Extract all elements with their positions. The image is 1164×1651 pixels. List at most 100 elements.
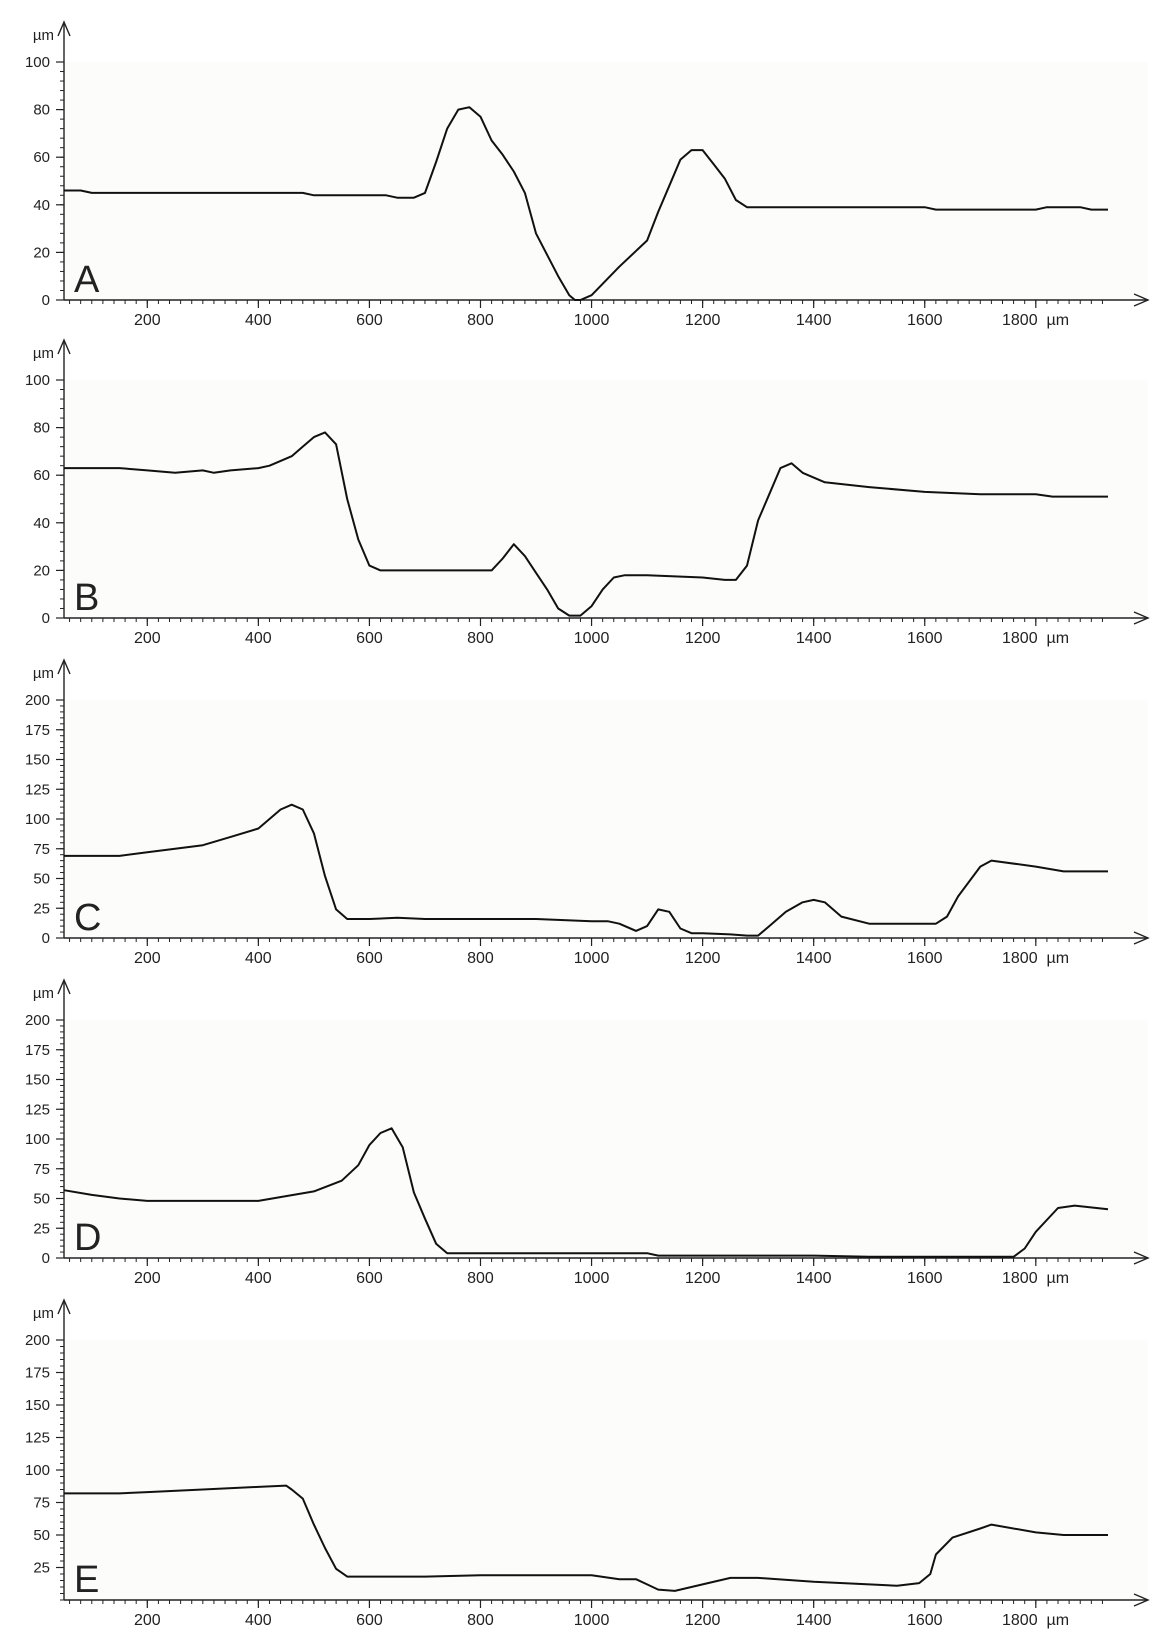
x-tick-label: 1800	[1002, 630, 1038, 647]
y-tick-label: 175	[25, 1042, 50, 1059]
y-tick-label: 40	[33, 197, 50, 214]
y-tick-label: 125	[25, 1430, 50, 1447]
y-axis-arrow-icon	[57, 20, 71, 37]
x-tick-label: 1200	[685, 312, 721, 329]
y-tick-label: 25	[33, 1560, 50, 1577]
x-unit-label: µm	[1047, 312, 1070, 329]
x-tick-label: 1800	[1002, 950, 1038, 967]
y-tick-label: 0	[42, 930, 50, 947]
x-unit-label: µm	[1047, 950, 1070, 967]
x-tick-label: 600	[356, 312, 383, 329]
y-axis-arrow-icon	[57, 658, 71, 675]
x-tick-label: 200	[134, 1612, 161, 1629]
x-tick-label: 400	[245, 950, 272, 967]
profile-line-d	[63, 1127, 1109, 1258]
panel-label: E	[74, 1559, 99, 1601]
y-tick-label: 125	[25, 1101, 50, 1118]
profile-line-c	[64, 803, 1108, 937]
x-tick-label: 1800	[1002, 312, 1038, 329]
x-axis-arrow-icon	[1133, 1593, 1150, 1607]
y-tick-label: 25	[33, 1220, 50, 1237]
x-tick-label: 400	[245, 1270, 272, 1287]
y-tick-label: 60	[33, 149, 50, 166]
x-tick-label: 1000	[574, 950, 610, 967]
x-tick-label: 600	[356, 1270, 383, 1287]
x-tick-label: 600	[356, 950, 383, 967]
y-tick-label: 60	[33, 467, 50, 484]
x-tick-label: 200	[134, 1270, 161, 1287]
x-tick-label: 200	[134, 630, 161, 647]
y-axis-arrow-icon	[57, 338, 71, 355]
y-tick-label: 75	[33, 1161, 50, 1178]
y-unit-label: µm	[33, 27, 54, 44]
x-tick-label: 800	[467, 1612, 494, 1629]
plot-area	[64, 380, 1148, 618]
y-tick-label: 25	[33, 900, 50, 917]
y-unit-label: µm	[33, 1305, 54, 1322]
y-axis-arrow-icon	[57, 1298, 71, 1315]
y-unit-label: µm	[33, 665, 54, 682]
x-tick-label: 1400	[796, 950, 832, 967]
y-axis-arrow-icon	[57, 978, 71, 995]
x-tick-label: 1000	[574, 630, 610, 647]
y-tick-label: 100	[25, 1462, 50, 1479]
plot-area	[64, 700, 1148, 938]
panel-e: µm 25 50 75 100 125 150 175 200 200 400 600 800 1000 1…	[25, 1298, 1150, 1629]
x-tick-label: 800	[467, 630, 494, 647]
x-axis-arrow-icon	[1133, 931, 1150, 945]
panel-label: D	[74, 1217, 101, 1259]
y-tick-label: 50	[33, 1527, 50, 1544]
x-axis-arrow-icon	[1133, 1251, 1150, 1265]
x-unit-label: µm	[1047, 630, 1070, 647]
y-unit-label: µm	[33, 985, 54, 1002]
profile-line-e	[64, 1484, 1108, 1592]
y-tick-label: 150	[25, 1397, 50, 1414]
y-tick-label: 80	[33, 102, 50, 119]
x-tick-label: 1800	[1002, 1612, 1038, 1629]
plot-area	[64, 1340, 1148, 1600]
panel-a: µm 0 20 40 60 80 100 200 400 600 800 1000 1200 1400 16…	[25, 20, 1150, 329]
x-tick-label: 1000	[574, 1612, 610, 1629]
x-unit-label: µm	[1047, 1612, 1070, 1629]
y-tick-label: 20	[33, 562, 50, 579]
y-tick-label: 80	[33, 420, 50, 437]
x-tick-label: 800	[467, 1270, 494, 1287]
x-tick-label: 1200	[685, 950, 721, 967]
x-tick-label: 1200	[685, 1270, 721, 1287]
x-tick-label: 1400	[796, 1612, 832, 1629]
x-tick-label: 800	[467, 950, 494, 967]
y-tick-label: 0	[42, 292, 50, 309]
y-tick-label: 200	[25, 1012, 50, 1029]
y-unit-label: µm	[33, 345, 54, 362]
x-tick-label: 1600	[907, 1270, 943, 1287]
x-tick-label: 1200	[685, 630, 721, 647]
x-axis-arrow-icon	[1133, 611, 1150, 625]
panel-c: µm 0 25 50 75 100 125 150 175 200 200 400 600 800 1000…	[25, 658, 1150, 967]
x-tick-label: 1600	[907, 1612, 943, 1629]
x-tick-label: 1800	[1002, 1270, 1038, 1287]
x-tick-label: 1400	[796, 1270, 832, 1287]
y-tick-label: 75	[33, 841, 50, 858]
panel-b: µm 0 20 40 60 80 100 200 400 600 800 1000 1200 1400 16…	[25, 338, 1150, 647]
x-tick-label: 400	[245, 1612, 272, 1629]
x-tick-label: 800	[467, 312, 494, 329]
plot-area	[64, 62, 1148, 300]
x-tick-label: 1600	[907, 630, 943, 647]
y-tick-label: 150	[25, 1072, 50, 1089]
x-tick-label: 1600	[907, 312, 943, 329]
y-tick-label: 50	[33, 871, 50, 888]
x-unit-label: µm	[1047, 1270, 1070, 1287]
x-tick-label: 200	[134, 950, 161, 967]
panel-label: A	[74, 259, 100, 301]
y-tick-label: 125	[25, 781, 50, 798]
x-tick-label: 1000	[574, 312, 610, 329]
x-tick-label: 600	[356, 1612, 383, 1629]
y-tick-label: 200	[25, 1332, 50, 1349]
y-tick-label: 0	[42, 1250, 50, 1267]
x-tick-label: 400	[245, 312, 272, 329]
x-tick-label: 1600	[907, 950, 943, 967]
y-tick-label: 40	[33, 515, 50, 532]
x-tick-label: 400	[245, 630, 272, 647]
y-tick-label: 200	[25, 692, 50, 709]
